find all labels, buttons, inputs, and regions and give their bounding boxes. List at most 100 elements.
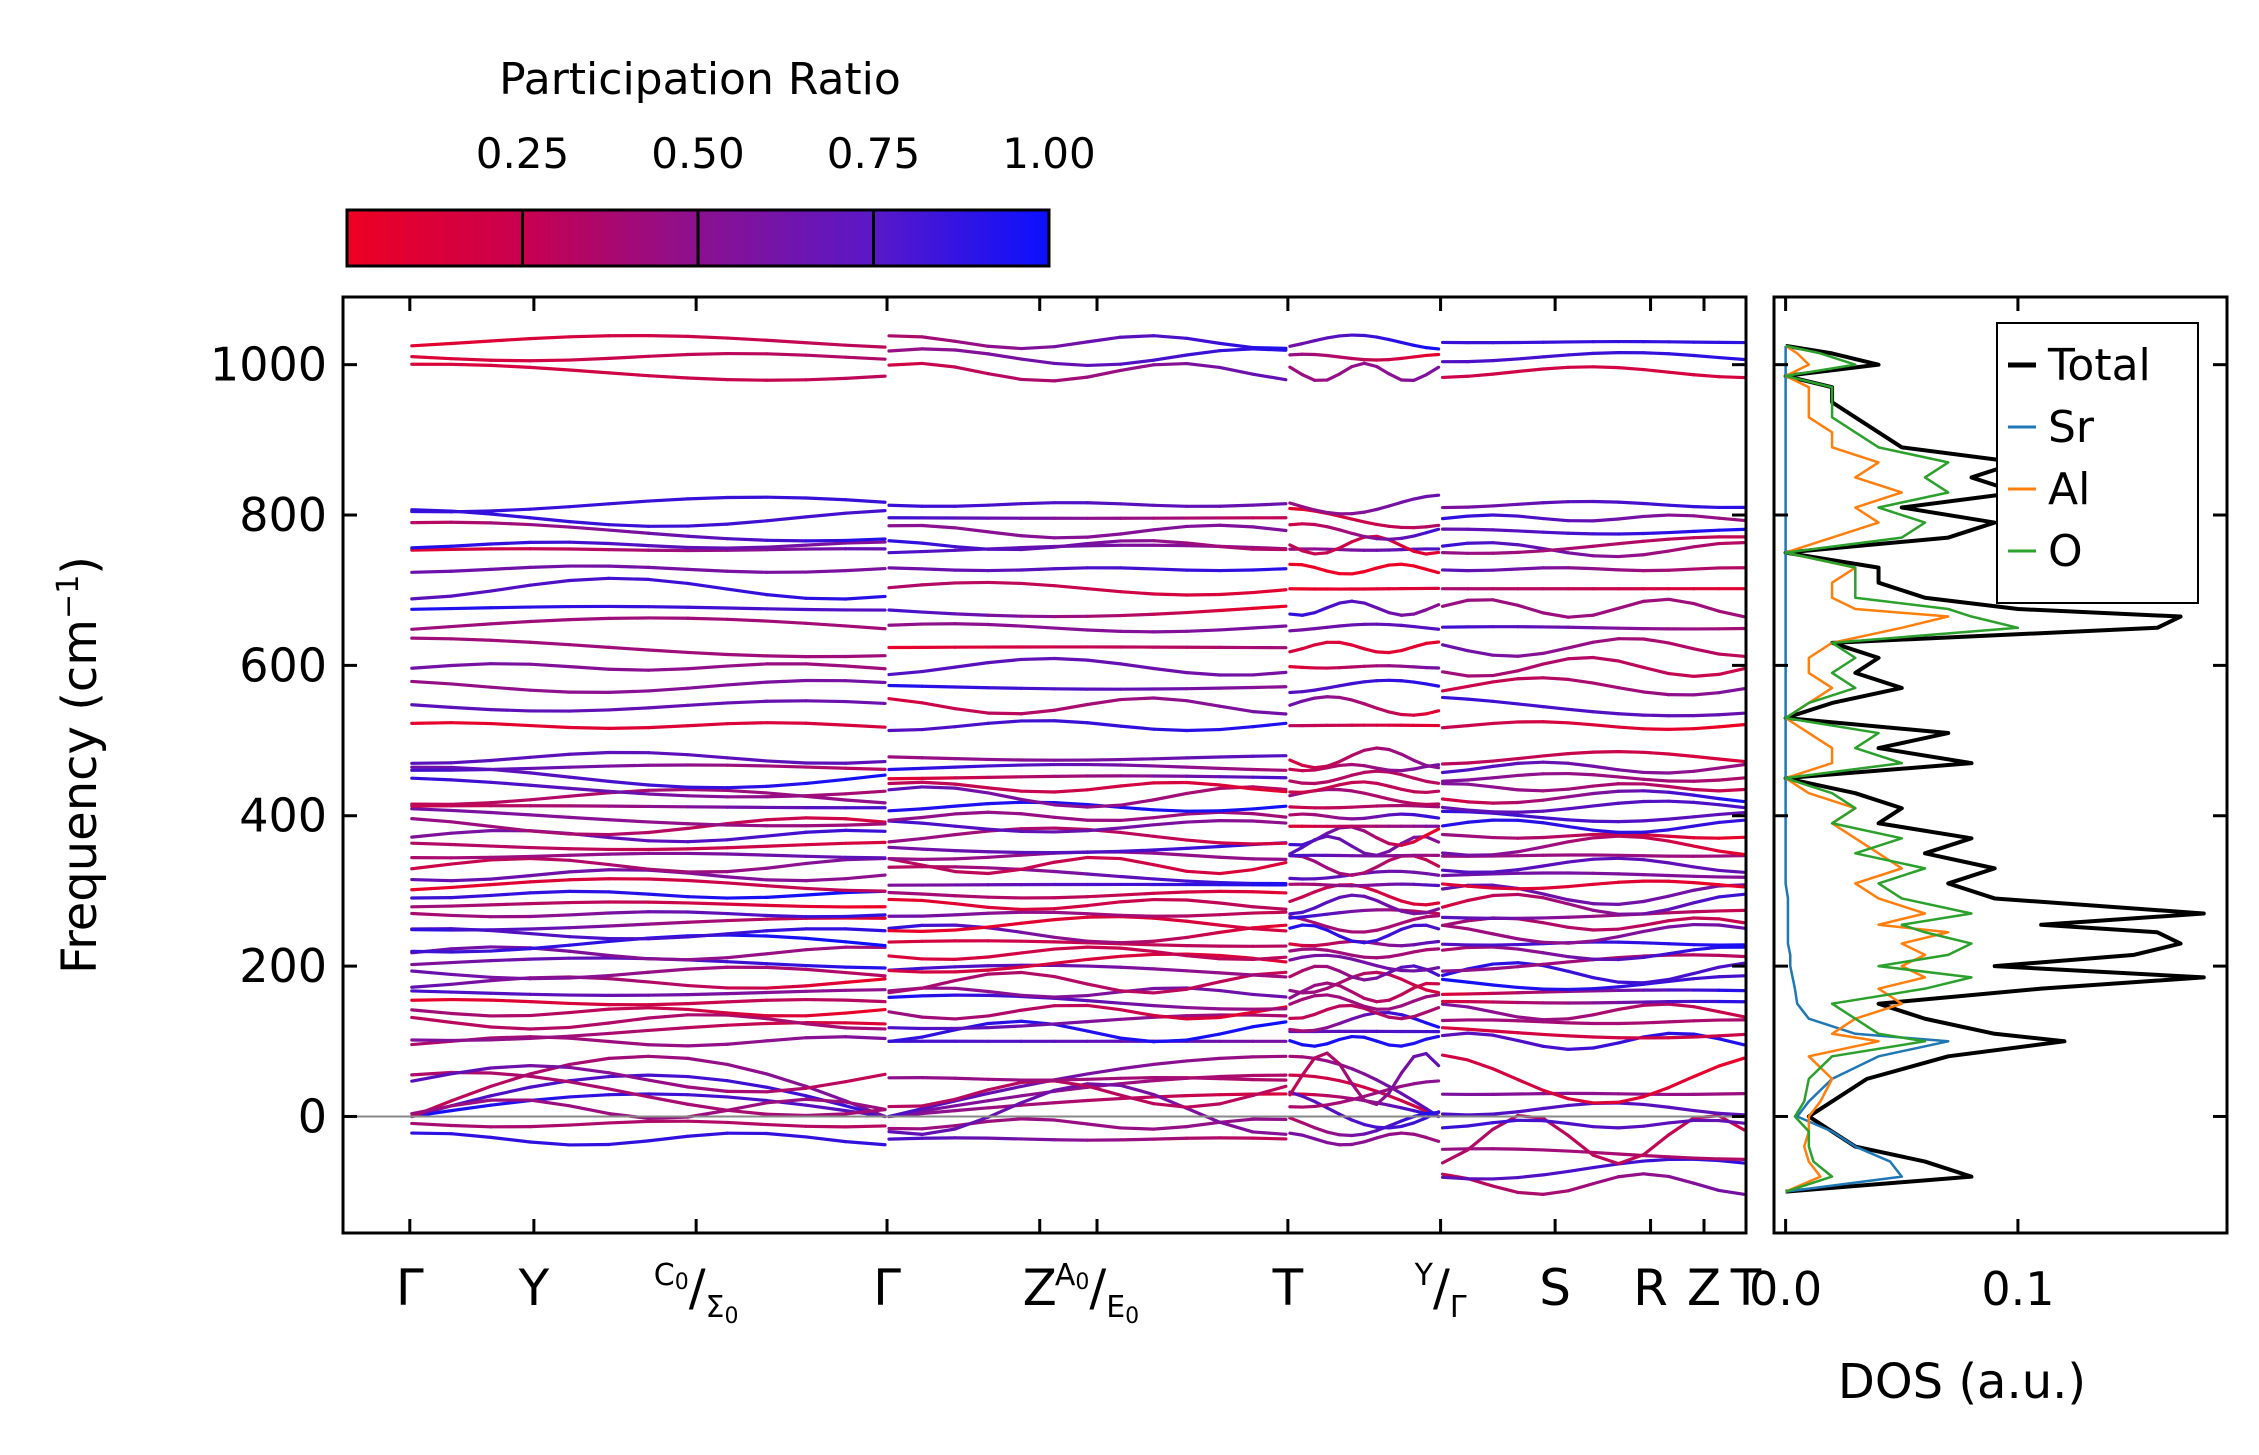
phonon-band-segment	[887, 780, 924, 786]
phonon-band-segment	[449, 913, 493, 919]
phonon-band-segment	[1251, 346, 1288, 350]
phonon-band-segment	[567, 911, 611, 917]
phonon-band-segment	[765, 989, 808, 995]
phonon-band-segment	[1185, 699, 1222, 708]
phonon-band-segment	[1375, 537, 1391, 541]
phonon-band-segment	[686, 956, 729, 962]
phonon-band-segment	[843, 343, 887, 349]
phonon-band-segment	[567, 708, 611, 713]
phonon-band-segment	[725, 834, 769, 842]
phonon-band-segment	[1424, 640, 1441, 645]
phonon-band-segment	[607, 499, 651, 506]
phonon-band-segment	[1118, 358, 1156, 366]
phonon-band-segment	[1052, 1020, 1090, 1026]
phonon-band-segment	[1424, 1051, 1441, 1068]
phonon-band-segment	[1218, 568, 1255, 573]
phonon-band-segment	[1019, 501, 1056, 506]
phonon-band-segment	[646, 531, 690, 538]
phonon-band-segment	[986, 989, 1023, 997]
phonon-band-segment	[410, 663, 453, 670]
phonon-band-segment	[1151, 987, 1189, 995]
phonon-band-segment	[1412, 624, 1428, 630]
phonon-band-segment	[1692, 601, 1721, 613]
phonon-band-segment	[1362, 996, 1379, 1004]
phonon-band-segment	[843, 498, 887, 504]
phonon-band-segment	[1541, 1088, 1570, 1101]
phonon-band-segment	[1325, 1101, 1342, 1107]
phonon-band-segment	[1350, 1000, 1366, 1008]
phonon-band-segment	[1019, 939, 1056, 944]
phonon-band-segment	[1541, 989, 1570, 994]
phonon-band-segment	[686, 822, 729, 827]
phonon-band-segment	[1641, 1002, 1671, 1007]
phonon-band-segment	[1541, 365, 1570, 371]
phonon-band-segment	[765, 916, 808, 921]
phonon-band-segment	[953, 865, 990, 870]
phonon-band-segment	[1566, 721, 1595, 727]
dos-series-sr	[1784, 345, 1950, 1193]
phonon-band-segment	[1692, 647, 1721, 656]
phonon-band-segment	[1350, 356, 1366, 362]
phonon-band-segment	[1325, 372, 1342, 382]
phonon-band-segment	[1288, 923, 1304, 930]
phonon-band-segment	[953, 870, 990, 876]
phonon-band-segment	[1541, 1119, 1570, 1126]
phonon-band-segment	[1375, 746, 1391, 752]
phonon-band-segment	[1185, 361, 1222, 370]
phonon-band-segment	[1052, 361, 1090, 368]
phonon-band-segment	[1412, 343, 1428, 350]
phonon-band-segment	[528, 845, 572, 851]
phonon-band-segment	[1667, 922, 1696, 929]
y-tick-label: 400	[239, 789, 327, 843]
phonon-band-segment	[1362, 764, 1379, 770]
phonon-band-segment	[1185, 930, 1222, 940]
phonon-band-segment	[1399, 800, 1416, 806]
phonon-band-segment	[567, 643, 611, 649]
phonon-band-segment	[686, 683, 729, 690]
phonon-band-segment	[725, 763, 769, 768]
phonon-band-segment	[1218, 365, 1255, 376]
phonon-band-segment	[528, 578, 572, 587]
phonon-band-segment	[1399, 964, 1416, 969]
phonon-band-segment	[1387, 943, 1404, 948]
phonon-band-segment	[986, 791, 1023, 801]
phonon-band-segment	[1717, 1118, 1746, 1125]
phonon-band-segment	[1641, 1020, 1671, 1025]
phonon-band-segment	[686, 1085, 729, 1093]
phonon-band-segment	[607, 953, 651, 961]
phonon-band-segment	[1424, 993, 1441, 999]
phonon-band-segment	[986, 1094, 1023, 1103]
phonon-band-segment	[1717, 1037, 1746, 1047]
phonon-band-segment	[1616, 1124, 1646, 1130]
phonon-band-segment	[1692, 1108, 1721, 1115]
phonon-band-segment	[725, 998, 769, 1004]
phonon-band-segment	[920, 1076, 957, 1080]
legend-label: Total	[2047, 340, 2151, 391]
phonon-band-segment	[986, 965, 1023, 972]
phonon-band-segment	[1491, 886, 1520, 891]
phonon-band-segment	[986, 867, 1023, 876]
phonon-band-segment	[1667, 529, 1696, 535]
phonon-band-segment	[1717, 961, 1746, 969]
phonon-band-segment	[1491, 528, 1520, 533]
phonon-band-segment	[1516, 529, 1545, 534]
phonon-band-segment	[1466, 1112, 1495, 1117]
phonon-band-segment	[1185, 853, 1222, 859]
phonon-band-segment	[1717, 763, 1746, 770]
phonon-band-segment	[567, 764, 611, 769]
phonon-band-segment	[1717, 375, 1746, 380]
phonon-band-segment	[953, 829, 990, 837]
phonon-band-segment	[1118, 528, 1156, 536]
phonon-band-segment	[1375, 869, 1391, 874]
phonon-band-segment	[686, 334, 729, 340]
phonon-band-segment	[1387, 500, 1404, 508]
phonon-band-segment	[567, 356, 611, 362]
phonon-band-segment	[1616, 599, 1646, 610]
phonon-band-segment	[1375, 889, 1391, 898]
phonon-band-segment	[1300, 1094, 1317, 1104]
phonon-band-segment	[1412, 941, 1428, 947]
phonon-band-segment	[1424, 1135, 1441, 1143]
phonon-band-segment	[1667, 545, 1696, 553]
phonon-band-segment	[1692, 1064, 1721, 1079]
phonon-band-segment	[1375, 1039, 1391, 1047]
